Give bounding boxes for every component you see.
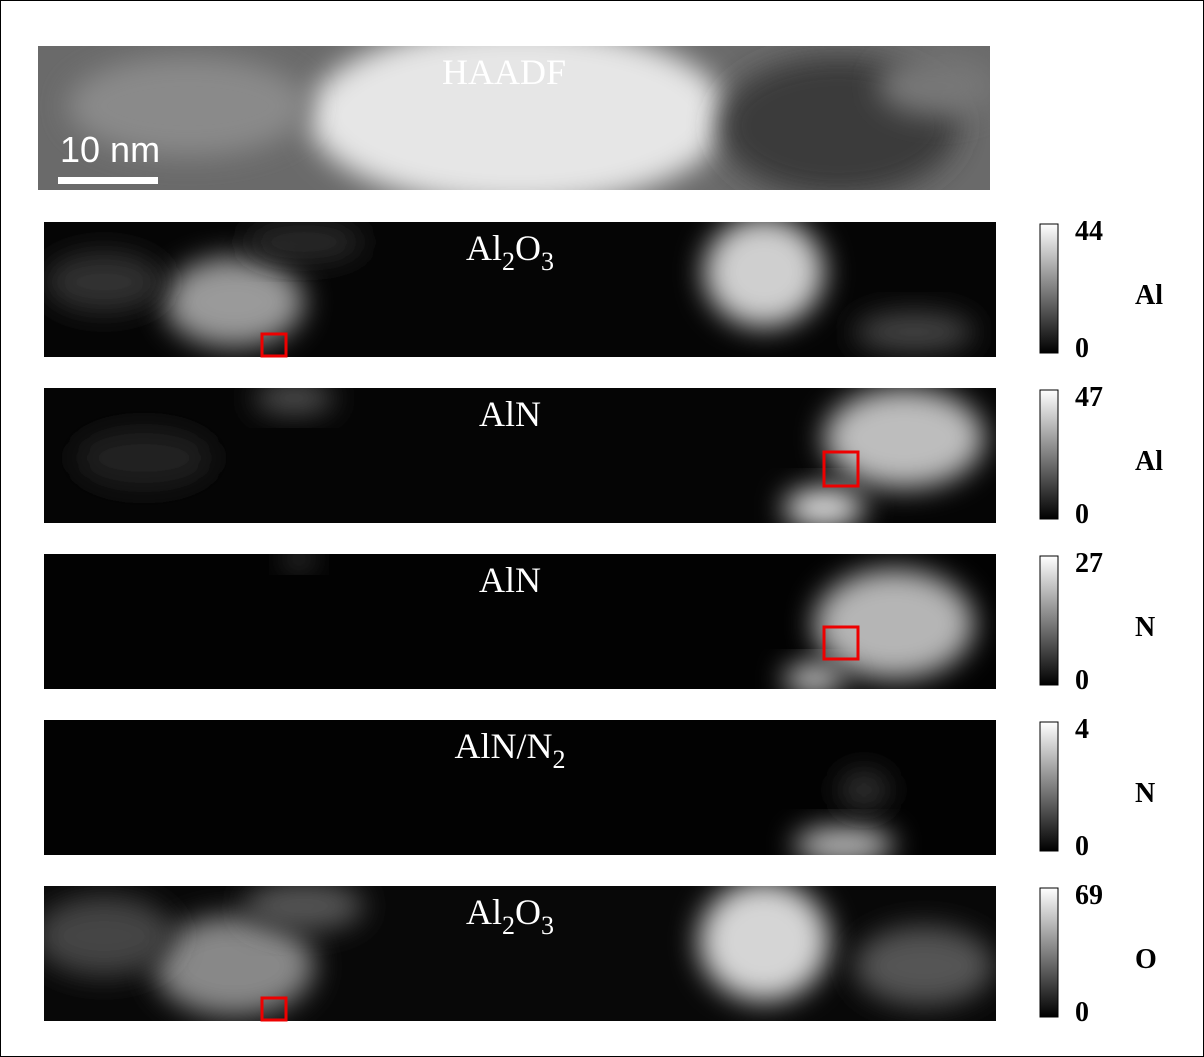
figure: HAADF10 nmAl2O3440AlAlN470AlAlN270NAlN/N…	[0, 0, 1204, 1057]
colorbar-max: 4	[1075, 714, 1089, 745]
intensity-blob	[854, 926, 994, 1006]
colorbar-max: 27	[1075, 548, 1103, 579]
colorbar-min: 0	[1075, 499, 1089, 530]
subscript: 2	[553, 745, 566, 774]
element-label: N	[1135, 778, 1155, 809]
colorbar-max: 47	[1075, 382, 1103, 413]
colorbar-max: 44	[1075, 216, 1103, 247]
colorbar	[1040, 224, 1058, 353]
scale-bar-label: 10 nm	[60, 129, 160, 170]
scale-bar	[58, 177, 158, 184]
intensity-blob	[704, 217, 824, 327]
colorbar	[1040, 888, 1058, 1017]
colorbar-min: 0	[1075, 333, 1089, 364]
label-part: HAADF	[442, 52, 566, 92]
panel-label: HAADF	[442, 52, 566, 92]
intensity-blob	[699, 881, 829, 1001]
element-label: O	[1135, 944, 1157, 975]
panel-label: AlN	[479, 394, 541, 434]
element-label: Al	[1135, 446, 1163, 477]
intensity-blob	[824, 388, 984, 488]
intensity-blob	[244, 881, 364, 931]
intensity-blob	[814, 569, 974, 679]
label-part: AlN/N	[455, 726, 553, 766]
panel: HAADF 10 nm	[38, 26, 998, 206]
intensity-blob	[34, 896, 174, 976]
subscript: 3	[541, 911, 554, 940]
colorbar-min: 0	[1075, 665, 1089, 696]
colorbar-min: 0	[1075, 997, 1089, 1028]
element-label: N	[1135, 612, 1155, 643]
intensity-blob	[154, 916, 314, 1016]
label-part: Al	[466, 892, 502, 932]
colorbar	[1040, 390, 1058, 519]
label-part: AlN	[479, 394, 541, 434]
subscript: 2	[502, 911, 515, 940]
subscript: 3	[541, 247, 554, 276]
colorbar	[1040, 722, 1058, 851]
intensity-blob	[74, 428, 214, 488]
panel: AlN 47 0 Al	[44, 382, 1163, 530]
label-part: O	[515, 892, 541, 932]
intensity-blob	[878, 56, 998, 116]
intensity-blob	[44, 252, 164, 312]
intensity-blob	[784, 488, 864, 528]
intensity-blob	[854, 312, 974, 352]
subscript: 2	[502, 247, 515, 276]
intensity-blob	[839, 770, 889, 810]
label-part: O	[515, 228, 541, 268]
intensity-blob	[244, 222, 364, 262]
label-part: AlN	[479, 560, 541, 600]
label-part: Al	[466, 228, 502, 268]
colorbar-min: 0	[1075, 831, 1089, 862]
panel-label: AlN	[479, 560, 541, 600]
colorbar	[1040, 556, 1058, 685]
element-label: Al	[1135, 280, 1163, 311]
colorbar-max: 69	[1075, 880, 1103, 911]
panel: AlN/N2 4 0 N	[44, 714, 1155, 863]
panel: AlN 27 0 N	[44, 548, 1155, 696]
